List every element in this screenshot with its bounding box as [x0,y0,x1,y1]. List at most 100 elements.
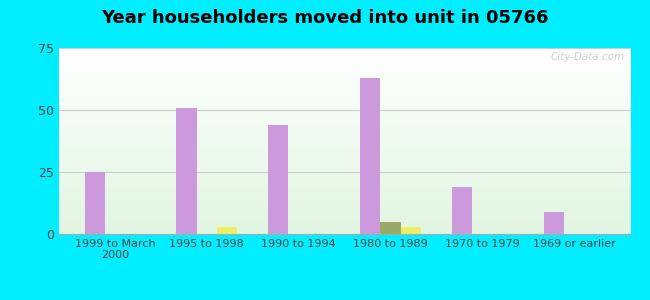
Bar [58,210,630,211]
Bar [58,213,630,214]
Bar [58,168,630,169]
Bar [58,74,630,75]
Bar [58,82,630,83]
Bar [58,128,630,129]
Bar [58,110,630,111]
Bar [58,132,630,133]
Bar [58,119,630,120]
Bar [58,154,630,155]
Bar [58,171,630,172]
Bar [58,121,630,122]
Bar [58,202,630,203]
Bar [58,124,630,125]
Bar [58,186,630,187]
Bar [58,66,630,67]
Bar [58,138,630,139]
Bar [58,202,630,203]
Bar [58,215,630,216]
Bar [58,91,630,92]
Bar [176,107,196,234]
Bar [58,97,630,98]
Bar [58,152,630,153]
Bar [58,67,630,68]
Bar [58,137,630,138]
Bar [58,72,630,73]
Bar [58,140,630,141]
Bar [58,163,630,164]
Bar [58,181,630,182]
Bar [217,226,237,234]
Bar [58,107,630,108]
Bar [58,211,630,212]
Bar [58,127,630,128]
Bar [58,82,630,83]
Text: City-Data.com: City-Data.com [551,52,625,62]
Bar [58,200,630,202]
Bar [58,89,630,90]
Bar [58,183,630,184]
Bar [58,129,630,130]
Bar [58,102,630,103]
Bar [58,165,630,166]
Bar [58,212,630,213]
Bar [58,160,630,161]
Bar [58,170,630,171]
Bar [58,83,630,84]
Bar [58,114,630,115]
Bar [58,178,630,179]
Bar [58,162,630,163]
Bar [58,142,630,143]
Bar [58,157,630,158]
Bar [58,85,630,86]
Bar [58,226,630,227]
Bar [58,76,630,77]
Bar [58,194,630,195]
Bar [380,222,400,234]
Bar [58,214,630,215]
Bar [58,167,630,168]
Bar [58,219,630,220]
Bar [58,118,630,119]
Bar [58,105,630,106]
Bar [58,53,630,54]
Bar [58,187,630,188]
Bar [58,65,630,66]
Bar [58,150,630,151]
Bar [58,61,630,62]
Bar [58,136,630,137]
Bar [58,130,630,131]
Bar [58,125,630,126]
Bar [58,146,630,147]
Bar [360,78,380,234]
Bar [58,196,630,197]
Bar [58,49,630,50]
Bar [58,77,630,78]
Bar [58,151,630,152]
Bar [58,134,630,135]
Bar [58,161,630,162]
Bar [58,90,630,91]
Bar [58,223,630,224]
Bar [58,148,630,149]
Bar [58,190,630,191]
Bar [58,100,630,101]
Bar [58,197,630,198]
Bar [58,143,630,144]
Bar [58,222,630,223]
Bar [58,131,630,132]
Bar [58,158,630,159]
Bar [58,122,630,123]
Bar [58,144,630,145]
Legend: White Non-Hispanic, American Indian and Alaska Native, Two or More Races: White Non-Hispanic, American Indian and … [81,296,608,300]
Bar [58,117,630,118]
Bar [58,86,630,87]
Bar [58,180,630,181]
Bar [58,113,630,114]
Bar [58,155,630,156]
Bar [58,133,630,134]
Bar [58,185,630,186]
Bar [84,172,105,234]
Bar [58,58,630,59]
Bar [58,84,630,85]
Bar [58,232,630,233]
